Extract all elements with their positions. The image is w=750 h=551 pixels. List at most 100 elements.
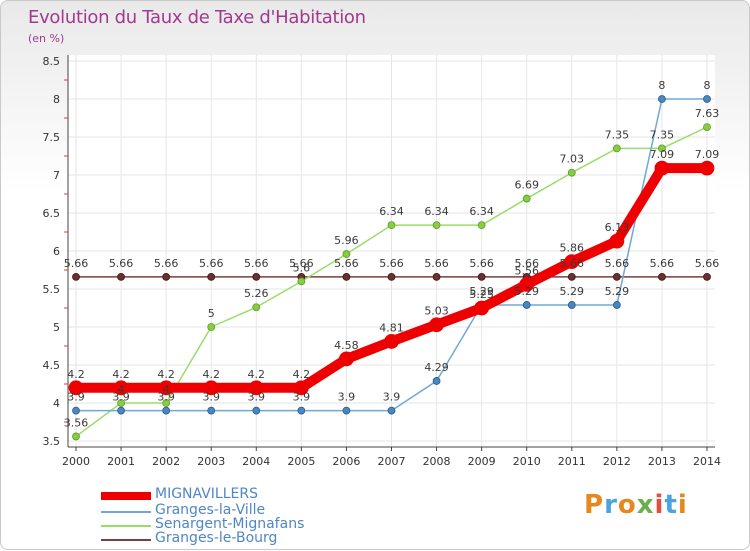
x-tick-label: 2001: [107, 455, 135, 468]
chart-unit-label: (en %): [28, 32, 65, 45]
data-point-granges-le-bourg: [567, 272, 576, 281]
x-tick-label: 2010: [513, 455, 541, 468]
data-point-mignavillers: [519, 277, 535, 292]
data-label-senargent: 4: [163, 383, 170, 396]
data-point-senargent: [658, 144, 666, 153]
data-label-mignavillers: 4.58: [334, 339, 359, 352]
data-point-granges-le-bourg: [432, 272, 441, 281]
y-tick-label: 3.5: [43, 435, 61, 448]
data-label-mignavillers: 4.2: [248, 368, 266, 381]
legend-label-granges-la-ville: Granges-la-Ville: [155, 502, 266, 518]
data-label-mignavillers: 4.81: [379, 321, 404, 334]
data-point-senargent: [162, 399, 171, 407]
data-point-senargent: [117, 399, 125, 407]
data-point-mignavillers: [384, 334, 399, 349]
x-tick-label: 2002: [152, 455, 180, 468]
data-label-granges-le-bourg: 5.66: [154, 257, 179, 270]
data-point-granges-la-ville: [703, 95, 711, 103]
data-point-mignavillers: [429, 317, 444, 333]
logo-letter: r: [604, 490, 618, 520]
data-point-granges-le-bourg: [658, 272, 666, 281]
data-label-granges-la-ville: 4.29: [424, 361, 449, 374]
legend-swatch-granges-la-ville: [101, 511, 151, 513]
data-label-mignavillers: 4.2: [112, 368, 130, 381]
data-point-granges-le-bourg: [117, 272, 125, 281]
logo-letter: t: [664, 490, 678, 520]
data-point-mignavillers: [203, 380, 219, 396]
data-label-granges-le-bourg: 5.66: [334, 257, 359, 270]
data-label-granges-la-ville: 3.9: [338, 391, 356, 404]
legend-label-granges-le-bourg: Granges-le-Bourg: [155, 530, 278, 546]
data-point-mignavillers: [68, 380, 84, 396]
data-point-granges-le-bourg: [612, 272, 621, 281]
data-point-granges-la-ville: [297, 406, 306, 415]
data-point-mignavillers: [699, 160, 715, 176]
data-point-senargent: [432, 221, 441, 230]
x-tick-label: 2003: [197, 455, 225, 468]
legend-swatch-senargent: [101, 525, 151, 527]
x-tick-label: 2009: [468, 455, 496, 468]
data-label-granges-le-bourg: 5.66: [199, 257, 224, 270]
data-point-granges-la-ville: [522, 301, 531, 309]
data-point-senargent: [522, 194, 531, 203]
data-label-mignavillers: 5.86: [560, 242, 585, 255]
data-label-granges-la-ville: 3.9: [202, 391, 220, 404]
data-label-senargent: 6.34: [424, 205, 449, 218]
data-label-granges-la-ville: 3.9: [248, 391, 266, 404]
x-tick-label: 2004: [242, 455, 270, 468]
data-label-senargent: 3.56: [64, 416, 89, 429]
data-label-mignavillers: 5.56: [514, 264, 539, 277]
data-point-granges-la-ville: [207, 406, 216, 415]
logo-letter: i: [654, 490, 665, 520]
proxiti-logo: Proxiti: [584, 490, 688, 520]
data-point-senargent: [703, 123, 711, 132]
data-point-granges-la-ville: [162, 406, 171, 415]
data-label-mignavillers: 7.09: [650, 148, 675, 161]
data-label-granges-le-bourg: 5.66: [244, 257, 269, 270]
data-point-granges-le-bourg: [162, 272, 171, 281]
x-tick-label: 2012: [603, 455, 631, 468]
data-point-senargent: [342, 250, 351, 258]
x-tick-label: 2005: [287, 455, 315, 468]
data-label-granges-la-ville: 5.29: [560, 285, 585, 298]
data-point-senargent: [72, 432, 80, 441]
y-tick-label: 5: [53, 321, 60, 334]
data-point-granges-le-bourg: [477, 272, 486, 281]
data-label-mignavillers: 4.2: [157, 368, 175, 381]
data-point-mignavillers: [158, 380, 174, 396]
data-point-granges-le-bourg: [207, 272, 216, 281]
data-label-granges-la-ville: 3.9: [67, 391, 85, 404]
data-label-granges-le-bourg: 5.66: [64, 257, 89, 270]
data-label-senargent: 4: [118, 383, 125, 396]
data-label-senargent: 7.35: [650, 128, 675, 141]
data-label-mignavillers: 4.2: [67, 368, 85, 381]
data-label-mignavillers: 6.13: [605, 221, 630, 234]
data-label-granges-le-bourg: 5.66: [514, 257, 539, 270]
legend-swatch-mignavillers: [101, 492, 151, 500]
data-point-granges-le-bourg: [387, 272, 396, 281]
y-tick-label: 8.5: [43, 55, 61, 68]
logo-letter: o: [617, 490, 637, 520]
data-label-granges-le-bourg: 5.66: [695, 257, 720, 270]
data-label-senargent: 5.26: [244, 287, 269, 300]
data-label-granges-la-ville: 8: [704, 79, 711, 92]
data-label-senargent: 7.35: [605, 128, 630, 141]
data-label-senargent: 5.96: [334, 234, 359, 247]
data-label-mignavillers: 4.2: [202, 368, 220, 381]
x-tick-label: 2014: [693, 455, 721, 468]
data-label-granges-le-bourg: 5.66: [289, 257, 314, 270]
data-point-mignavillers: [564, 254, 580, 270]
data-label-granges-la-ville: 5.29: [605, 285, 630, 298]
x-tick-label: 2008: [423, 455, 451, 468]
data-label-senargent: 6.69: [514, 179, 539, 192]
data-label-granges-le-bourg: 5.66: [379, 257, 404, 270]
data-point-granges-la-ville: [387, 406, 396, 415]
data-point-senargent: [207, 323, 216, 331]
data-point-senargent: [387, 221, 396, 230]
data-point-mignavillers: [113, 380, 129, 396]
data-label-granges-le-bourg: 5.66: [605, 257, 630, 270]
data-point-granges-la-ville: [117, 406, 125, 415]
data-point-granges-le-bourg: [703, 272, 711, 281]
x-tick-label: 2011: [558, 455, 586, 468]
data-label-senargent: 7.63: [695, 107, 720, 120]
